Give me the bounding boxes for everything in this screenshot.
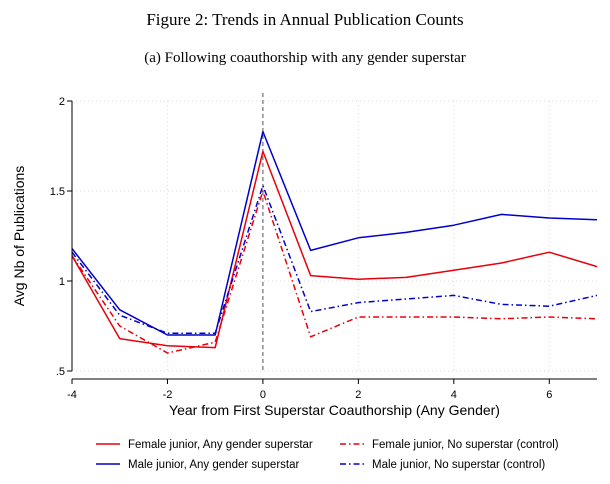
axes: .5 1 1.5 2 -4 -2 0 2 4 6 (50, 96, 597, 401)
figure-title: Figure 2: Trends in Annual Publication C… (146, 10, 464, 29)
legend-label-4: Male junior, No superstar (control) (372, 459, 545, 471)
series-line-1 (71, 150, 598, 349)
series-lines (71, 130, 598, 354)
x-tick-label: 6 (546, 389, 552, 401)
legend-label-1: Female junior, Any gender superstar (128, 439, 313, 451)
grid-lines (71, 100, 597, 372)
x-tick-label: -4 (67, 389, 77, 401)
legend-label-3: Female junior, No superstar (control) (372, 439, 559, 451)
series-line-3 (71, 190, 598, 354)
y-tick-label: 1.5 (50, 186, 65, 198)
y-tick-label: 1 (59, 276, 65, 288)
x-tick-label: 2 (355, 389, 361, 401)
x-axis-label: Year from First Superstar Coauthorship (… (169, 402, 500, 418)
y-axis-label: Avg Nb of Publications (11, 166, 27, 307)
figure-subtitle: (a) Following coauthorship with any gend… (144, 50, 466, 66)
x-tick-label: -2 (163, 389, 173, 401)
y-tick-label: 2 (59, 96, 65, 108)
series-line-4 (71, 184, 598, 334)
legend: Female junior, Any gender superstar Male … (96, 439, 559, 471)
x-tick-label: 4 (451, 389, 457, 401)
legend-label-2: Male junior, Any gender superstar (128, 459, 299, 471)
x-tick-label: 0 (260, 389, 266, 401)
y-tick-label: .5 (56, 366, 65, 378)
